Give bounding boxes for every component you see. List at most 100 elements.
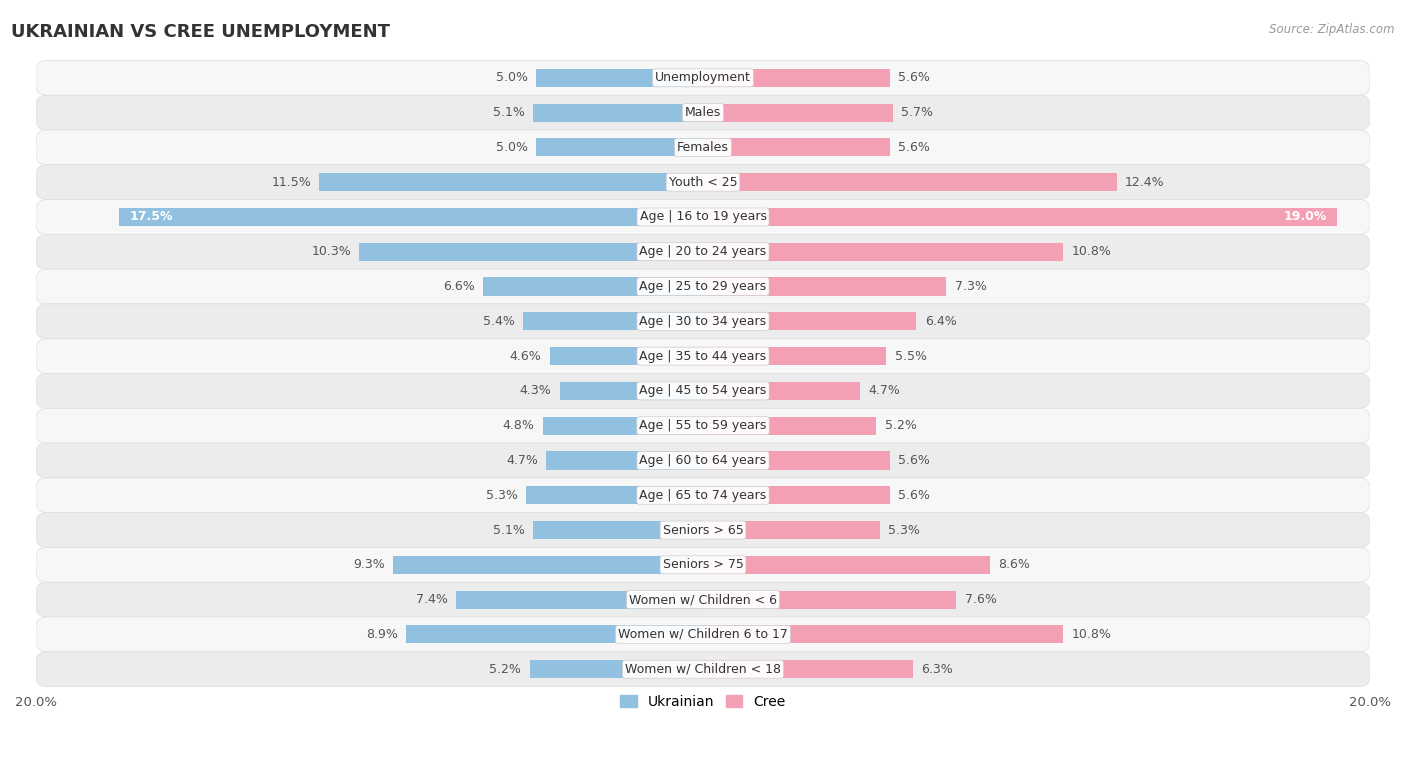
Text: 10.3%: 10.3% [311, 245, 352, 258]
Text: 19.0%: 19.0% [1284, 210, 1327, 223]
Text: 5.4%: 5.4% [482, 315, 515, 328]
Bar [703, 173, 1116, 192]
Bar [703, 347, 886, 365]
Text: 7.4%: 7.4% [416, 593, 449, 606]
FancyBboxPatch shape [37, 61, 1369, 95]
Text: 5.1%: 5.1% [492, 106, 524, 119]
Text: Seniors > 75: Seniors > 75 [662, 559, 744, 572]
Bar [547, 451, 703, 469]
Text: Women w/ Children 6 to 17: Women w/ Children 6 to 17 [619, 628, 787, 641]
Bar [530, 660, 703, 678]
FancyBboxPatch shape [37, 547, 1369, 582]
Text: 10.8%: 10.8% [1071, 245, 1111, 258]
Text: Women w/ Children < 6: Women w/ Children < 6 [628, 593, 778, 606]
Bar [703, 208, 1337, 226]
Text: 5.3%: 5.3% [486, 489, 517, 502]
Text: 5.2%: 5.2% [884, 419, 917, 432]
Bar [523, 313, 703, 330]
Text: 11.5%: 11.5% [271, 176, 311, 188]
Text: Age | 16 to 19 years: Age | 16 to 19 years [640, 210, 766, 223]
Bar [703, 590, 956, 609]
Bar [543, 416, 703, 435]
Bar [319, 173, 703, 192]
Bar [703, 69, 890, 87]
Text: 5.2%: 5.2% [489, 662, 522, 676]
Text: 4.3%: 4.3% [519, 385, 551, 397]
Bar [120, 208, 703, 226]
Bar [536, 69, 703, 87]
FancyBboxPatch shape [37, 165, 1369, 200]
Text: Source: ZipAtlas.com: Source: ZipAtlas.com [1270, 23, 1395, 36]
Text: 10.8%: 10.8% [1071, 628, 1111, 641]
Text: Age | 60 to 64 years: Age | 60 to 64 years [640, 454, 766, 467]
FancyBboxPatch shape [37, 269, 1369, 304]
Text: 4.8%: 4.8% [503, 419, 534, 432]
Bar [703, 104, 893, 122]
Bar [406, 625, 703, 643]
Text: 5.6%: 5.6% [898, 71, 929, 84]
Bar [703, 486, 890, 504]
Text: 5.1%: 5.1% [492, 524, 524, 537]
Text: UKRAINIAN VS CREE UNEMPLOYMENT: UKRAINIAN VS CREE UNEMPLOYMENT [11, 23, 391, 41]
Text: 5.7%: 5.7% [901, 106, 934, 119]
Bar [703, 416, 876, 435]
Text: 6.4%: 6.4% [925, 315, 956, 328]
FancyBboxPatch shape [37, 338, 1369, 373]
FancyBboxPatch shape [37, 617, 1369, 652]
Bar [482, 278, 703, 295]
Bar [456, 590, 703, 609]
Text: Males: Males [685, 106, 721, 119]
Text: 4.7%: 4.7% [868, 385, 900, 397]
Bar [533, 521, 703, 539]
Text: 7.3%: 7.3% [955, 280, 987, 293]
Text: Youth < 25: Youth < 25 [669, 176, 737, 188]
Bar [703, 521, 880, 539]
Text: 7.6%: 7.6% [965, 593, 997, 606]
Bar [360, 243, 703, 261]
Bar [550, 347, 703, 365]
Text: 9.3%: 9.3% [353, 559, 384, 572]
Bar [703, 660, 912, 678]
FancyBboxPatch shape [37, 478, 1369, 512]
FancyBboxPatch shape [37, 652, 1369, 687]
Text: 5.6%: 5.6% [898, 141, 929, 154]
Text: 5.6%: 5.6% [898, 454, 929, 467]
Text: 8.6%: 8.6% [998, 559, 1031, 572]
Bar [703, 556, 990, 574]
Text: Age | 30 to 34 years: Age | 30 to 34 years [640, 315, 766, 328]
FancyBboxPatch shape [37, 582, 1369, 617]
Text: 8.9%: 8.9% [366, 628, 398, 641]
Text: Females: Females [678, 141, 728, 154]
Bar [536, 139, 703, 157]
Bar [703, 625, 1063, 643]
Bar [560, 382, 703, 400]
Text: Age | 20 to 24 years: Age | 20 to 24 years [640, 245, 766, 258]
FancyBboxPatch shape [37, 235, 1369, 269]
Text: 4.6%: 4.6% [509, 350, 541, 363]
Bar [703, 382, 859, 400]
FancyBboxPatch shape [37, 443, 1369, 478]
Text: Age | 35 to 44 years: Age | 35 to 44 years [640, 350, 766, 363]
Bar [703, 313, 917, 330]
Text: Age | 55 to 59 years: Age | 55 to 59 years [640, 419, 766, 432]
Text: Women w/ Children < 18: Women w/ Children < 18 [626, 662, 780, 676]
Text: Age | 25 to 29 years: Age | 25 to 29 years [640, 280, 766, 293]
Bar [703, 278, 946, 295]
Bar [703, 139, 890, 157]
FancyBboxPatch shape [37, 130, 1369, 165]
Legend: Ukrainian, Cree: Ukrainian, Cree [614, 689, 792, 714]
Text: Seniors > 65: Seniors > 65 [662, 524, 744, 537]
Text: Age | 65 to 74 years: Age | 65 to 74 years [640, 489, 766, 502]
FancyBboxPatch shape [37, 408, 1369, 443]
Text: Unemployment: Unemployment [655, 71, 751, 84]
Bar [526, 486, 703, 504]
Text: 17.5%: 17.5% [129, 210, 173, 223]
Bar [703, 243, 1063, 261]
Text: 5.6%: 5.6% [898, 489, 929, 502]
Text: 5.5%: 5.5% [894, 350, 927, 363]
FancyBboxPatch shape [37, 512, 1369, 547]
Text: 6.3%: 6.3% [921, 662, 953, 676]
Text: 6.6%: 6.6% [443, 280, 475, 293]
FancyBboxPatch shape [37, 373, 1369, 408]
FancyBboxPatch shape [37, 200, 1369, 235]
